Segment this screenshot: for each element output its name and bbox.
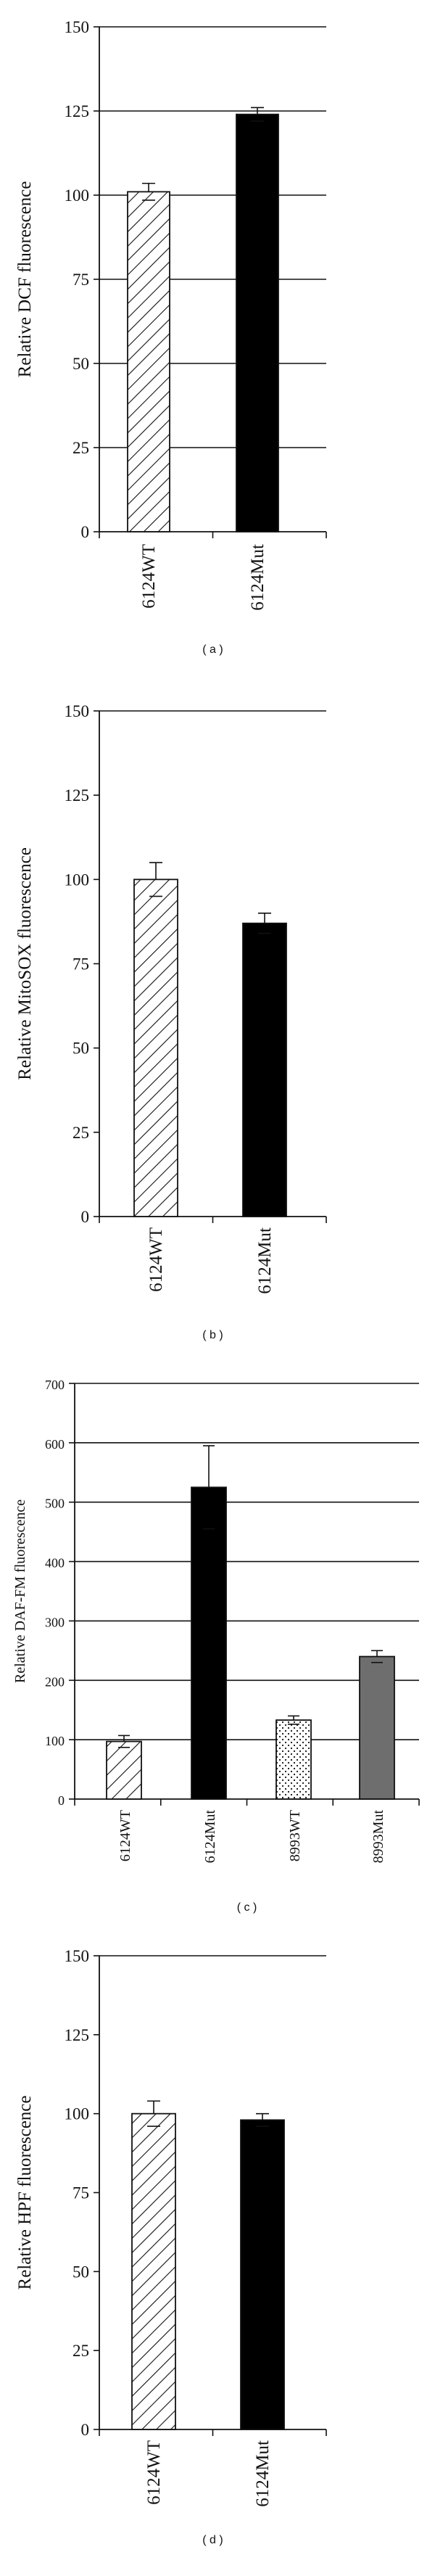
bar-6124WT [133,878,178,1217]
x-category-label: 6124Mut [253,2440,273,2507]
y-tick-label: 25 [72,439,89,457]
x-category-label: 6124WT [146,1227,166,1292]
panel-label: ( b ) [202,1329,223,1341]
bar-6124Mut [242,922,287,1217]
y-tick-label: 75 [72,955,89,974]
y-tick-label: 50 [72,1040,89,1058]
chart-panel-c: 0 100 200 300 400 500 600 700 6124WT 6124Mut 8993W… [12,1378,420,1914]
y-tick-label: 500 [45,1497,65,1511]
x-category-label: 6124WT [139,544,159,609]
y-tick-label: 100 [65,871,90,889]
y-tick-label: 0 [81,523,90,541]
x-category-label: 6124WT [144,2440,164,2505]
y-tick-label: 700 [45,1378,65,1392]
y-tick-label: 200 [45,1674,65,1689]
y-tick-label: 150 [65,1947,90,1965]
x-category-label: 6124WT [117,1810,133,1861]
y-tick-label: 400 [45,1556,65,1571]
x-category-label: 8993WT [287,1810,303,1861]
y-tick-label: 75 [72,271,89,289]
y-axis-label: Relative DAF-FM fluorescence [12,1499,28,1683]
y-tick-label: 25 [72,2342,89,2360]
y-tick-label: 75 [72,2184,89,2202]
bar-6124WT [127,191,170,532]
x-category-label: 6124Mut [248,544,268,611]
y-axis-label: Relative DCF fluorescence [15,181,35,378]
bar-6124Mut [236,113,279,532]
y-tick-label: 150 [65,702,90,720]
y-tick-label: 0 [58,1793,65,1808]
y-axis-label: Relative HPF fluorescence [15,2096,35,2290]
bar-8993Mut [359,1655,395,1800]
y-tick-label: 0 [81,2421,90,2439]
y-tick-label: 100 [65,186,90,205]
y-tick-label: 50 [72,2263,89,2281]
panel-label: ( a ) [202,643,223,656]
panel-label: ( d ) [202,2534,223,2546]
chart-panel-b: 0 25 50 75 100 125 150 6124WT 6124Mut Relative Mi… [15,702,327,1341]
chart-panel-a: 0 25 50 75 100 125 150 6124WT 6124Mut Relative DC… [15,18,327,656]
bar-8993WT [276,1719,312,1800]
bar-6124WT [106,1740,142,1800]
y-axis-label: Relative MitoSOX fluorescence [15,847,35,1080]
bar-6124Mut [191,1486,227,1800]
y-tick-label: 125 [65,786,90,805]
x-category-label: 8993Mut [370,1810,386,1864]
bar-6124WT [131,2112,176,2430]
y-tick-label: 300 [45,1615,65,1629]
y-tick-label: 125 [65,102,90,120]
y-tick-label: 125 [65,2026,90,2044]
bar-6124Mut [240,2119,285,2430]
y-tick-label: 25 [72,1124,89,1142]
y-tick-label: 0 [81,1208,90,1226]
chart-panel-d: 0 25 50 75 100 125 150 6124WT 6124Mut Relative HP… [15,1947,327,2546]
y-tick-label: 100 [45,1734,65,1748]
y-tick-label: 50 [72,355,89,373]
y-tick-label: 100 [65,2105,90,2123]
y-tick-label: 600 [45,1437,65,1452]
y-tick-label: 150 [65,18,90,36]
x-category-label: 6124Mut [202,1810,218,1864]
x-category-label: 6124Mut [255,1227,275,1294]
panel-label: ( c ) [237,1901,257,1914]
